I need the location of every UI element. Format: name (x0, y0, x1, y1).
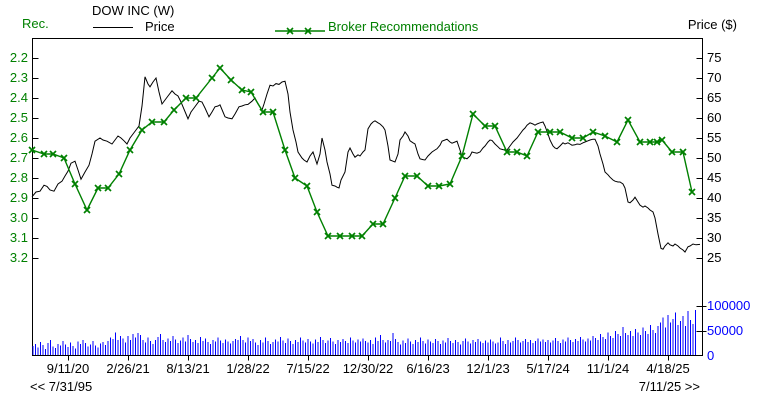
date-tick-label: 5/17/24 (526, 361, 570, 376)
price-legend-label: Price (145, 19, 175, 34)
date-tick-label: 11/1/24 (586, 361, 630, 376)
rec-axis-tick-label: 2.2 (9, 50, 28, 65)
price-axis-tick-label: 65 (707, 90, 722, 105)
price-axis-tick-label: 75 (707, 50, 722, 65)
price-axis-tick-label: 40 (707, 190, 722, 205)
price-legend-line (93, 27, 133, 28)
date-tick-label: 6/16/23 (406, 361, 450, 376)
rec-axis-tick-label: 2.7 (9, 150, 28, 165)
rec-axis-tick-label: 2.8 (9, 170, 28, 185)
scroll-forward-link[interactable]: 7/11/25 >> (638, 379, 700, 394)
rec-axis-label: Rec. (22, 16, 49, 31)
price-axis-tick-label: 55 (707, 130, 722, 145)
volume-axis-tick-label: 100000 (707, 298, 751, 313)
broker-legend-label: Broker Recommendations (328, 19, 479, 34)
date-tick-label: 8/13/21 (166, 361, 210, 376)
rec-axis-tick-label: 3.1 (9, 230, 28, 245)
date-tick-label: 9/11/20 (46, 361, 90, 376)
price-axis-tick-label: 25 (707, 250, 722, 265)
date-tick-label: 7/15/22 (286, 361, 330, 376)
rec-axis-tick-label: 2.6 (9, 130, 28, 145)
volume-axis-tick-label: 0 (707, 348, 715, 363)
rec-axis-tick-label: 2.9 (9, 190, 28, 205)
price-axis-tick-label: 30 (707, 230, 722, 245)
chart-title: DOW INC (W) (92, 3, 175, 18)
broker-legend-marker-icon (275, 27, 325, 35)
rec-axis-tick-label: 3.0 (9, 210, 28, 225)
date-tick-label: 12/1/23 (466, 361, 510, 376)
price-axis-tick-label: 50 (707, 150, 722, 165)
price-axis-tick-label: 60 (707, 110, 722, 125)
date-tick-label: 12/30/22 (342, 361, 394, 376)
volume-axis-tick-label: 50000 (707, 323, 744, 338)
price-axis-tick-label: 70 (707, 70, 722, 85)
price-axis-tick-label: 45 (707, 170, 722, 185)
scroll-back-link[interactable]: << 7/31/95 (30, 379, 93, 394)
date-tick-label: 2/26/21 (106, 361, 150, 376)
rec-axis-tick-label: 3.2 (9, 250, 28, 265)
price-axis-title: Price ($) (687, 17, 737, 32)
rec-axis-tick-label: 2.3 (9, 70, 28, 85)
rec-axis-tick-label: 2.4 (9, 90, 28, 105)
price-axis-tick-label: 35 (707, 210, 722, 225)
rec-axis-tick-label: 2.5 (9, 110, 28, 125)
date-tick-label: 4/18/25 (646, 361, 690, 376)
date-tick-label: 1/28/22 (226, 361, 270, 376)
broker-legend-line (275, 23, 325, 41)
